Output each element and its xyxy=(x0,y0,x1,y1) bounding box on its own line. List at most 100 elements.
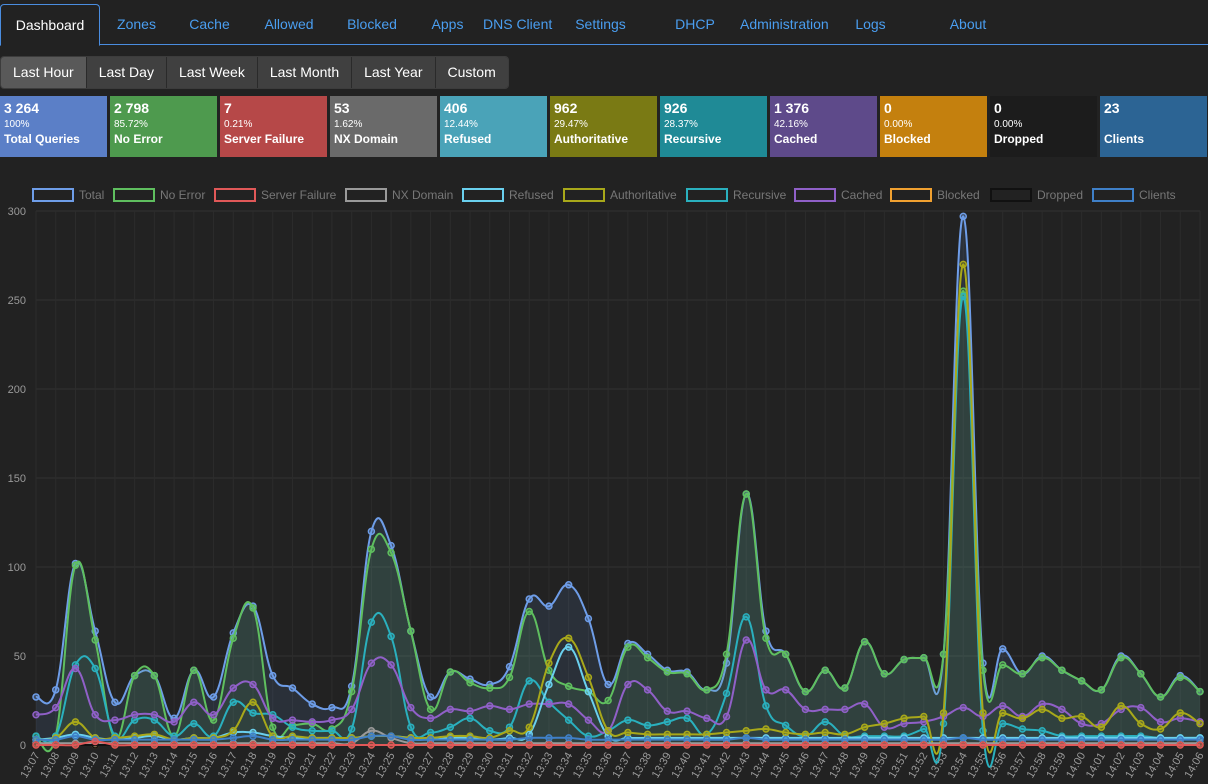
data-point-authoritative xyxy=(1196,719,1204,728)
data-point-cached xyxy=(584,716,593,724)
data-point-cached xyxy=(703,714,711,723)
data-point-server-failure xyxy=(111,741,119,749)
data-point-clients xyxy=(229,734,238,742)
data-point-no-error xyxy=(1038,654,1046,662)
range-last-year-button[interactable]: Last Year xyxy=(352,57,436,88)
data-point-server-failure xyxy=(880,741,889,749)
data-point-cached xyxy=(722,712,731,721)
legend-swatch xyxy=(32,188,74,202)
data-point-cached xyxy=(860,700,869,708)
series-line-no-error xyxy=(35,290,1201,753)
data-point-cached xyxy=(781,686,790,694)
legend-label: Recursive xyxy=(733,188,787,202)
stat-value: 53 xyxy=(334,100,350,116)
range-last-day-button[interactable]: Last Day xyxy=(86,57,167,88)
data-point-recursive xyxy=(998,719,1007,728)
data-point-total xyxy=(268,671,277,680)
stat-blocked: 0 0.00% Blocked xyxy=(880,96,987,157)
data-point-recursive xyxy=(781,721,790,730)
data-point-server-failure xyxy=(288,741,297,749)
legend-label: Server Failure xyxy=(261,188,337,202)
data-point-recursive xyxy=(466,714,474,723)
tab-administration[interactable]: Administration xyxy=(740,16,829,32)
y-tick-label: 0 xyxy=(20,740,26,752)
data-point-authoritative xyxy=(781,728,790,737)
x-tick-label: 14:06 xyxy=(1182,751,1206,781)
tab-zones[interactable]: Zones xyxy=(117,16,156,32)
data-point-recursive xyxy=(446,723,455,731)
stat-percent: 0.21% xyxy=(224,119,253,130)
data-point-no-error xyxy=(703,686,711,694)
data-point-authoritative xyxy=(939,709,948,717)
data-point-authoritative xyxy=(1156,725,1165,733)
range-last-hour-button[interactable]: Last Hour xyxy=(1,57,87,88)
tab-settings[interactable]: Settings xyxy=(575,16,626,32)
data-point-total xyxy=(998,645,1007,653)
legend-swatch xyxy=(113,188,155,202)
stat-value: 1 376 xyxy=(774,100,810,116)
data-point-cached xyxy=(841,705,849,714)
range-last-month-button[interactable]: Last Month xyxy=(257,57,353,88)
stat-value: 926 xyxy=(664,100,688,116)
legend-label: Blocked xyxy=(937,188,980,202)
data-point-server-failure xyxy=(1097,741,1106,749)
data-point-refused xyxy=(564,643,573,651)
data-point-authoritative xyxy=(505,727,514,735)
series-area-no-error xyxy=(36,291,1200,752)
data-point-total xyxy=(564,581,573,589)
data-point-cached xyxy=(1137,703,1145,712)
data-point-server-failure xyxy=(446,741,455,749)
tab-dhcp[interactable]: DHCP xyxy=(675,16,715,32)
tab-cache[interactable]: Cache xyxy=(189,16,230,32)
stat-value: 406 xyxy=(444,100,468,116)
data-point-server-failure xyxy=(71,741,80,749)
data-point-cached xyxy=(643,686,652,694)
data-point-cached xyxy=(446,705,455,714)
stat-clients: 23 Clients xyxy=(1100,96,1207,157)
stat-value: 3 264 xyxy=(4,100,40,116)
series-line-total xyxy=(35,215,1201,720)
data-point-no-error xyxy=(781,650,790,658)
range-custom-button[interactable]: Custom xyxy=(435,57,508,88)
tab-blocked[interactable]: Blocked xyxy=(347,16,397,32)
tab-dashboard[interactable]: Dashboard xyxy=(0,4,100,46)
data-point-server-failure xyxy=(683,741,691,749)
x-tick-label: 13:10 xyxy=(78,751,102,781)
data-point-cached xyxy=(505,705,514,714)
tab-logs[interactable]: Logs xyxy=(855,16,886,32)
tab-allowed[interactable]: Allowed xyxy=(264,16,314,32)
data-point-cached xyxy=(51,703,60,712)
data-point-recursive xyxy=(762,702,770,710)
data-point-cached xyxy=(288,716,297,724)
data-point-clients xyxy=(545,734,553,742)
data-point-no-error xyxy=(1097,686,1106,694)
data-point-no-error xyxy=(920,654,928,662)
stat-percent: 100% xyxy=(4,119,30,130)
data-point-clients xyxy=(249,732,257,740)
stat-value: 962 xyxy=(554,100,578,116)
data-point-no-error xyxy=(190,666,198,674)
data-point-server-failure xyxy=(1137,741,1145,749)
legend-swatch xyxy=(686,188,728,202)
data-point-clients xyxy=(959,734,968,742)
stat-percent: 29.47% xyxy=(554,119,588,130)
data-point-cached xyxy=(91,710,99,719)
series-line-cached xyxy=(35,638,1201,734)
data-point-authoritative xyxy=(545,659,553,667)
stat-value: 7 xyxy=(224,100,232,116)
data-point-server-failure xyxy=(584,741,593,749)
tab-apps[interactable]: Apps xyxy=(431,16,464,32)
tab-about[interactable]: About xyxy=(949,16,987,32)
data-point-recursive xyxy=(624,716,632,724)
data-point-cached xyxy=(1156,718,1165,726)
stat-label: Total Queries xyxy=(4,132,80,146)
data-point-no-error xyxy=(466,678,474,687)
data-point-recursive xyxy=(288,723,297,731)
data-point-no-error xyxy=(91,636,99,644)
range-last-week-button[interactable]: Last Week xyxy=(166,57,258,88)
data-point-authoritative xyxy=(1038,705,1046,714)
data-point-no-error xyxy=(268,723,277,731)
data-point-authoritative xyxy=(1097,723,1106,731)
data-point-server-failure xyxy=(742,741,750,749)
tab-dns-client[interactable]: DNS Client xyxy=(483,16,553,32)
